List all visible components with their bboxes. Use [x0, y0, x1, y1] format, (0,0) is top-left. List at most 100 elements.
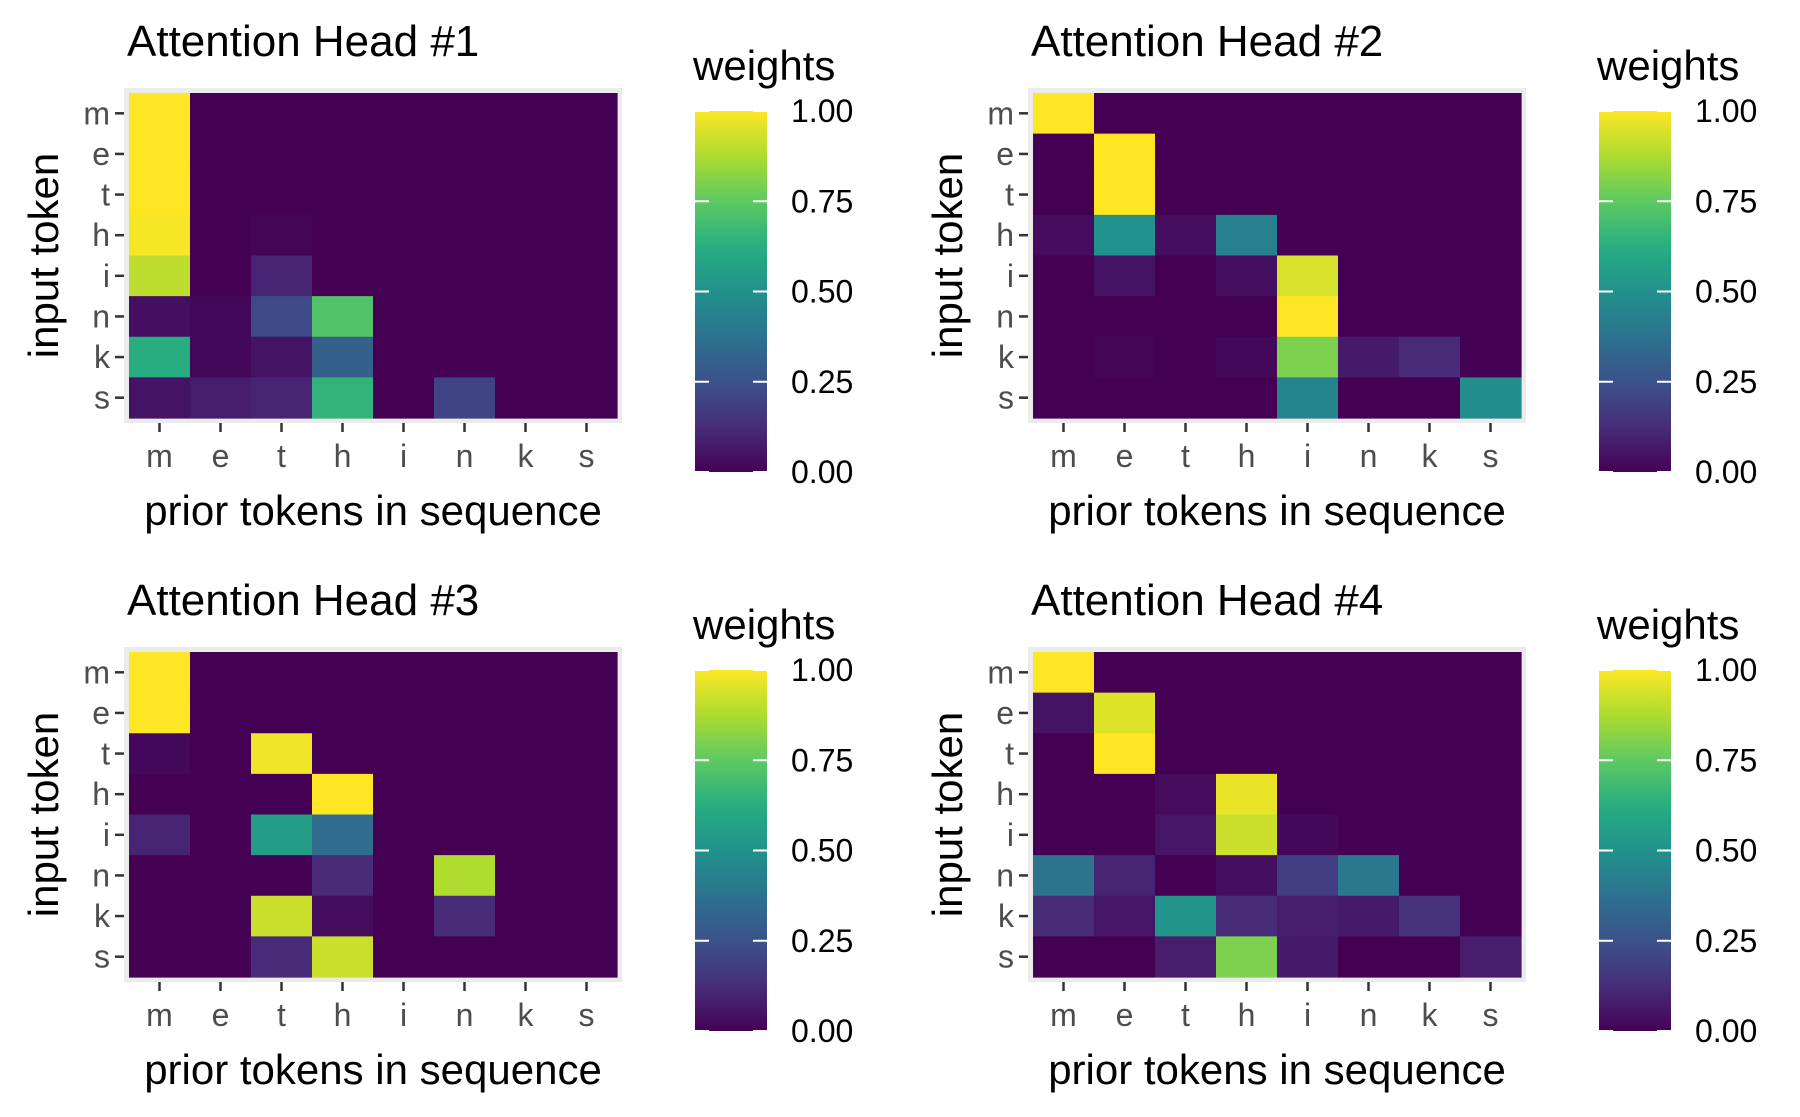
heatmap-cell-t-n: [1338, 174, 1400, 216]
y-tick-label: k: [998, 339, 1015, 375]
chart-title: Attention Head #3: [127, 576, 479, 625]
heatmap-cell-n-k: [1399, 855, 1461, 897]
heatmap-cell-k-t: [251, 336, 313, 378]
heatmap-cell-t-n: [434, 733, 496, 775]
heatmap-cell-k-k: [495, 336, 557, 378]
heatmap-cell-t-e: [190, 733, 252, 775]
heatmap-cell-e-s: [1460, 133, 1522, 175]
heatmap-cell-m-s: [556, 652, 618, 694]
heatmap-cell-e-m: [1033, 133, 1095, 175]
heatmap-cell-k-i: [373, 336, 435, 378]
y-tick-label: n: [996, 298, 1014, 334]
legend-tick-label: 1.00: [791, 93, 853, 129]
heatmap-cell-m-e: [190, 652, 252, 694]
heatmap-cell-k-h: [312, 336, 374, 378]
heatmap-cell-t-m: [1033, 733, 1095, 775]
y-tick-label: h: [92, 217, 110, 253]
heatmap-cell-t-h: [312, 733, 374, 775]
heatmap-cell-t-i: [373, 174, 435, 216]
heatmap-cell-s-e: [1094, 936, 1156, 978]
legend-tick-label: 0.25: [791, 923, 853, 959]
heatmap-cell-n-e: [1094, 296, 1156, 338]
heatmap-cell-e-i: [373, 692, 435, 734]
heatmap-cell-i-e: [190, 814, 252, 856]
heatmap-cell-m-m: [1033, 652, 1095, 694]
y-tick-label: n: [996, 857, 1014, 893]
x-tick-label: h: [1238, 997, 1256, 1033]
heatmap-cell-e-n: [434, 692, 496, 734]
heatmap-cell-k-h: [1216, 336, 1278, 378]
y-tick-label: s: [998, 380, 1014, 416]
heatmap-cell-h-i: [373, 773, 435, 816]
heatmap-cell-n-h: [312, 296, 374, 338]
heatmap-cell-h-k: [1399, 214, 1461, 257]
heatmap-cell-i-k: [1399, 814, 1461, 856]
heatmap-cell-e-t: [1155, 692, 1217, 734]
heatmap-cell-i-h: [312, 255, 374, 297]
heatmap-cell-h-t: [1155, 773, 1217, 816]
heatmap-cell-i-k: [495, 255, 557, 297]
heatmap-cell-i-h: [1216, 255, 1278, 297]
heatmap-cell-e-h: [1216, 133, 1278, 175]
heatmap-cell-m-h: [1216, 652, 1278, 694]
color-legend: weights 0.00 0.25 0.50 0.75 1.00: [692, 601, 853, 1049]
heatmap-cell-m-k: [1399, 93, 1461, 135]
heatmap-cell-t-s: [1460, 733, 1522, 775]
heatmap-cell-m-n: [1338, 93, 1400, 135]
heatmap-cell-t-s: [556, 733, 618, 775]
y-tick-label: s: [998, 939, 1014, 975]
heatmap-cell-e-e: [1094, 692, 1156, 734]
heatmap-cell-n-i: [1277, 296, 1339, 338]
legend-tick-label: 0.75: [791, 183, 853, 219]
heatmap-cell-k-t: [1155, 336, 1217, 378]
heatmap-cell-k-m: [1033, 895, 1095, 937]
heatmap-cell-k-t: [1155, 895, 1217, 937]
heatmap-cell-k-k: [1399, 336, 1461, 378]
heatmap-cell-s-i: [1277, 377, 1339, 419]
heatmap-cell-i-m: [1033, 814, 1095, 856]
heatmap-cell-h-e: [190, 773, 252, 816]
heatmap-cell-n-n: [1338, 855, 1400, 897]
heatmap-cell-m-t: [251, 93, 313, 135]
x-tick-label: i: [400, 438, 407, 474]
x-tick-label: e: [212, 997, 230, 1033]
heatmap-cell-n-m: [1033, 855, 1095, 897]
legend-tick-label: 0.00: [1695, 1013, 1757, 1049]
x-tick-label: k: [1422, 997, 1439, 1033]
y-tick-label: t: [101, 736, 110, 772]
heatmap-cell-n-t: [1155, 855, 1217, 897]
x-tick-label: t: [1181, 438, 1190, 474]
heatmap-cell-s-e: [1094, 377, 1156, 419]
heatmap-cell-m-i: [373, 652, 435, 694]
legend-title: weights: [692, 601, 835, 648]
heatmap-cell-e-k: [495, 692, 557, 734]
heatmap-cell-n-k: [495, 855, 557, 897]
x-tick-label: i: [400, 997, 407, 1033]
heatmap-cell-m-k: [1399, 652, 1461, 694]
heatmap-cell-k-m: [129, 895, 191, 937]
y-tick-label: m: [83, 654, 110, 690]
heatmap-cell-e-t: [251, 692, 313, 734]
y-tick-label: k: [94, 898, 111, 934]
y-axis-title: input token: [924, 153, 971, 359]
heatmap-cell-i-t: [1155, 255, 1217, 297]
x-tick-label: s: [1483, 438, 1499, 474]
chart-title: Attention Head #4: [1031, 576, 1383, 625]
x-tick-label: n: [1360, 997, 1378, 1033]
heatmap-cell-s-e: [190, 377, 252, 419]
y-tick-label: m: [83, 95, 110, 131]
heatmap-cell-n-e: [1094, 855, 1156, 897]
heatmap-cell-t-h: [1216, 733, 1278, 775]
legend-tick-label: 0.25: [1695, 364, 1757, 400]
heatmap-cell-h-m: [1033, 214, 1095, 257]
heatmap-cell-i-i: [1277, 255, 1339, 297]
heatmap-cell-k-e: [1094, 895, 1156, 937]
x-tick-label: m: [1050, 997, 1077, 1033]
heatmap-cell-h-e: [1094, 773, 1156, 816]
heatmap-cell-k-e: [1094, 336, 1156, 378]
heatmap-cell-e-s: [556, 133, 618, 175]
heatmap-cell-k-n: [1338, 336, 1400, 378]
heatmap-cell-e-i: [373, 133, 435, 175]
x-tick-label: m: [146, 438, 173, 474]
